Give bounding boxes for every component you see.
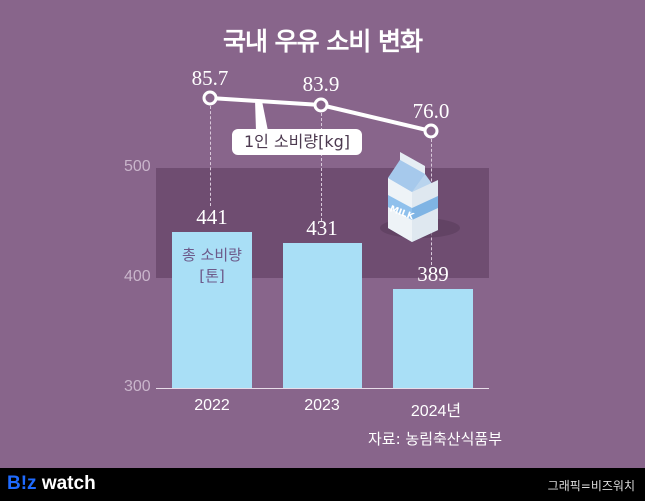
chart-title: 국내 우유 소비 변화	[222, 27, 423, 56]
y-tick-500: 500	[124, 158, 151, 175]
line-label-2022: 85.7	[191, 66, 229, 90]
bar-2024	[393, 289, 473, 388]
bar-2023	[283, 243, 362, 388]
y-tick-300: 300	[124, 378, 151, 395]
line-label-2023: 83.9	[302, 72, 340, 96]
guide-2022	[210, 106, 211, 206]
footer-bar: B!z watch 그래픽=비즈워치	[0, 468, 645, 501]
bar-label-2022: 441	[196, 205, 228, 229]
line-label-2024: 76.0	[412, 99, 450, 123]
graphic-credit: 그래픽=비즈워치	[547, 479, 635, 493]
bar-legend: 총 소비량 [톤]	[172, 245, 252, 287]
bizwatch-logo: B!z watch	[7, 473, 96, 494]
x-label-2024: 2024년	[410, 403, 462, 420]
bar-2022	[172, 232, 252, 388]
guide-2023	[321, 113, 322, 221]
x-label-2023: 2023	[304, 397, 340, 414]
y-tick-400: 400	[124, 268, 151, 285]
bar-legend-line2: [톤]	[199, 267, 225, 285]
source-note: 자료: 농림축산식품부	[367, 430, 502, 448]
bar-label-2024: 389	[417, 262, 449, 286]
x-label-2022: 2022	[194, 397, 230, 414]
bar-legend-line1: 총 소비량	[182, 246, 242, 264]
x-axis-line	[156, 388, 489, 389]
bar-label-2023: 431	[306, 216, 338, 240]
milk-carton-icon: MILK	[380, 152, 460, 242]
line-legend: 1인 소비량[kg]	[232, 129, 362, 155]
